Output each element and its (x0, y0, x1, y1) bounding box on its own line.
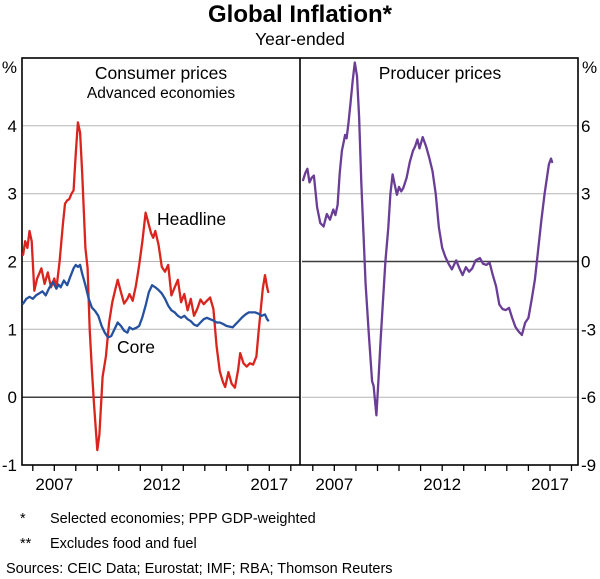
x-axis-label: 2017 (250, 475, 288, 494)
y-axis-label: 3 (581, 185, 590, 204)
y-axis-label: 0 (8, 388, 17, 407)
y-axis-label: 3 (8, 185, 17, 204)
headline-series-label: Headline (157, 209, 226, 229)
footnote-2-text: Excludes food and fuel (50, 536, 197, 552)
y-axis-label: 4 (8, 117, 17, 136)
left-panel-title: Consumer prices (95, 63, 228, 83)
right-panel-title: Producer prices (379, 63, 502, 83)
x-axis-label: 2012 (423, 475, 461, 494)
left-percent-label: % (2, 58, 17, 77)
chart-subtitle: Year-ended (255, 29, 345, 49)
y-axis-label: 2 (8, 253, 17, 272)
y-axis-label: -1 (2, 456, 17, 475)
right-percent-label: % (582, 58, 597, 77)
y-axis-label: 1 (8, 320, 17, 339)
left-panel-subtitle: Advanced economies (87, 85, 235, 102)
headline-line (21, 121, 270, 452)
core-series-label: Core (117, 337, 155, 357)
chart-title: Global Inflation* (208, 1, 393, 28)
y-axis-label: -6 (581, 388, 596, 407)
footnote-1-marker: * (20, 511, 26, 527)
y-axis-label: 0 (581, 253, 590, 272)
y-axis-label: -9 (581, 456, 596, 475)
x-axis-label: 2017 (531, 475, 569, 494)
footnote-2-marker: ** (20, 536, 32, 552)
y-axis-label: 6 (581, 117, 590, 136)
producer-prices-line (301, 61, 554, 417)
series-layer: -1 0 1 2 3 4 2007 2012 2017 -9 -6 -3 0 3 6 2007 2012 2017 (2, 61, 596, 494)
core-line (21, 263, 270, 339)
x-axis-label: 2007 (315, 475, 353, 494)
sources-text: Sources: CEIC Data; Eurostat; IMF; RBA; … (6, 561, 393, 577)
x-axis-label: 2007 (35, 475, 73, 494)
footnote-1-text: Selected economies; PPP GDP-weighted (50, 511, 316, 527)
y-axis-label: -3 (581, 320, 596, 339)
x-axis-label: 2012 (143, 475, 181, 494)
